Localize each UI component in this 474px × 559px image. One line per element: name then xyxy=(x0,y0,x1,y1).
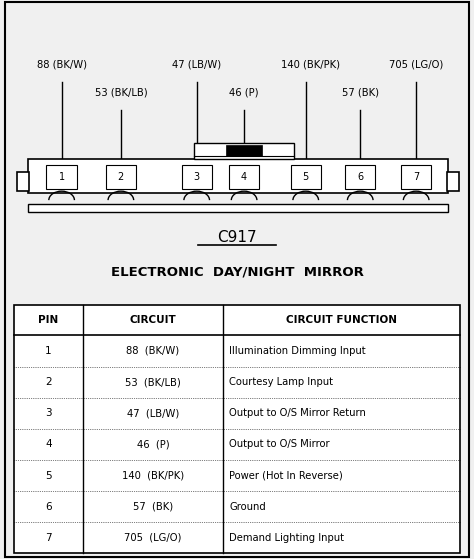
Text: 57  (BK): 57 (BK) xyxy=(133,501,173,511)
Text: Courtesy Lamp Input: Courtesy Lamp Input xyxy=(229,377,333,387)
Text: 7: 7 xyxy=(46,533,52,543)
Bar xyxy=(28,159,448,193)
Bar xyxy=(401,165,431,189)
Text: 57 (BK): 57 (BK) xyxy=(342,88,379,98)
Bar xyxy=(291,165,321,189)
Bar xyxy=(106,165,136,189)
Text: 3: 3 xyxy=(194,172,200,182)
Text: 88  (BK/W): 88 (BK/W) xyxy=(126,346,180,356)
Text: 3: 3 xyxy=(46,408,52,418)
Text: 2: 2 xyxy=(118,172,124,182)
Text: C917: C917 xyxy=(217,230,257,245)
Text: Power (Hot In Reverse): Power (Hot In Reverse) xyxy=(229,471,343,481)
Text: 46 (P): 46 (P) xyxy=(229,88,259,98)
Text: 4: 4 xyxy=(241,172,247,182)
Text: 4: 4 xyxy=(46,439,52,449)
Text: 47  (LB/W): 47 (LB/W) xyxy=(127,408,179,418)
Text: 140  (BK/PK): 140 (BK/PK) xyxy=(122,471,184,481)
Text: 1: 1 xyxy=(46,346,52,356)
Text: 53 (BK/LB): 53 (BK/LB) xyxy=(94,88,147,98)
Text: 1: 1 xyxy=(59,172,64,182)
Text: 705  (LG/O): 705 (LG/O) xyxy=(124,533,182,543)
Text: 705 (LG/O): 705 (LG/O) xyxy=(389,60,443,70)
Text: 6: 6 xyxy=(357,172,363,182)
Text: Output to O/S Mirror: Output to O/S Mirror xyxy=(229,439,330,449)
Text: Ground: Ground xyxy=(229,501,266,511)
Text: PIN: PIN xyxy=(38,315,59,325)
Bar xyxy=(182,165,212,189)
Text: 7: 7 xyxy=(413,172,419,182)
Text: 6: 6 xyxy=(46,501,52,511)
Text: ELECTRONIC  DAY/NIGHT  MIRROR: ELECTRONIC DAY/NIGHT MIRROR xyxy=(110,266,364,278)
Text: CIRCUIT FUNCTION: CIRCUIT FUNCTION xyxy=(286,315,397,325)
Bar xyxy=(14,305,460,553)
Text: 47 (LB/W): 47 (LB/W) xyxy=(172,60,221,70)
Text: 5: 5 xyxy=(46,471,52,481)
Bar xyxy=(226,145,262,155)
Bar xyxy=(17,172,29,191)
Text: 5: 5 xyxy=(302,172,309,182)
Bar xyxy=(28,204,448,212)
Bar xyxy=(229,165,259,189)
Bar xyxy=(447,172,459,191)
Text: 46  (P): 46 (P) xyxy=(137,439,169,449)
Text: 2: 2 xyxy=(46,377,52,387)
Text: CIRCUIT: CIRCUIT xyxy=(129,315,176,325)
Text: Illumination Dimming Input: Illumination Dimming Input xyxy=(229,346,366,356)
Bar xyxy=(345,165,375,189)
Text: Output to O/S Mirror Return: Output to O/S Mirror Return xyxy=(229,408,366,418)
Bar xyxy=(194,143,294,159)
Text: Demand Lighting Input: Demand Lighting Input xyxy=(229,533,345,543)
Bar xyxy=(46,165,77,189)
Text: 88 (BK/W): 88 (BK/W) xyxy=(36,60,87,70)
Text: 140 (BK/PK): 140 (BK/PK) xyxy=(281,60,340,70)
Text: 53  (BK/LB): 53 (BK/LB) xyxy=(125,377,181,387)
